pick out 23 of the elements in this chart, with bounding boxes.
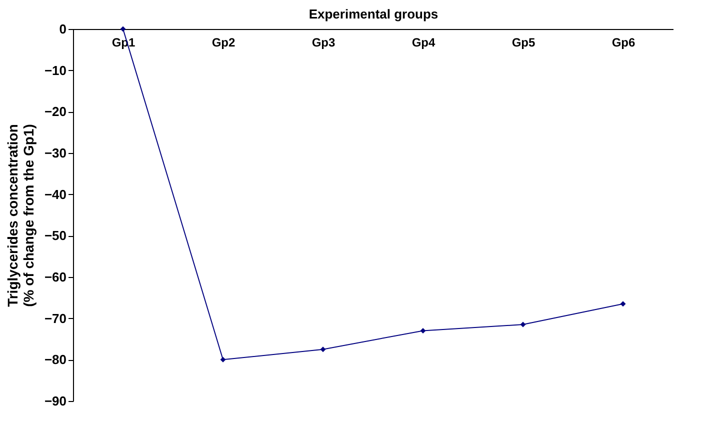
point: [420, 328, 426, 334]
x-tick-label: Gp5: [512, 36, 536, 50]
point: [520, 322, 526, 328]
point: [320, 346, 326, 352]
point: [220, 356, 226, 362]
point: [120, 26, 126, 32]
x-tick-label: Gp4: [412, 36, 436, 50]
y-tick-label: −10: [44, 62, 66, 78]
x-tick-label: Gp3: [312, 36, 336, 50]
y-tick-label: −60: [44, 270, 66, 284]
y-axis-title: Triglycerides concentration (% of change from the Gp1): [4, 124, 36, 307]
y-tick-label: −50: [44, 228, 66, 244]
y-tick-label: −20: [44, 104, 66, 120]
y-tick-label: −80: [44, 352, 66, 368]
x-tick-label: Gp2: [212, 36, 236, 50]
y-tick-label: 0: [59, 22, 66, 36]
y-tick-label: −40: [44, 186, 66, 202]
point: [620, 301, 626, 307]
x-axis-title: Experimental groups: [308, 6, 438, 22]
y-tick-label: −30: [44, 146, 66, 160]
y-tick-label: −90: [44, 394, 66, 408]
x-tick-label: Gp6: [612, 36, 636, 50]
y-tick-label: −70: [44, 310, 66, 326]
